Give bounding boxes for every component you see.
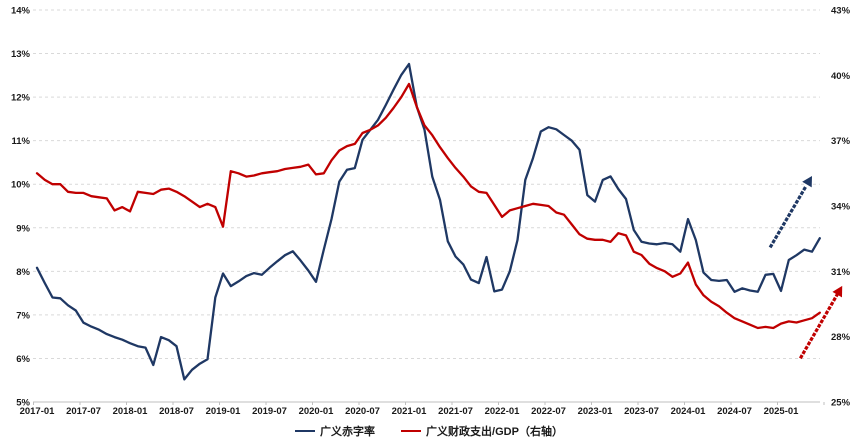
blue-line-swatch bbox=[295, 430, 316, 432]
svg-text:2021-01: 2021-01 bbox=[392, 406, 428, 417]
svg-text:6%: 6% bbox=[16, 354, 30, 365]
red-forecast-arrow bbox=[798, 285, 843, 360]
legend-item-fiscal-expenditure: 广义财政支出/GDP（右轴） bbox=[401, 423, 563, 439]
svg-text:2023-01: 2023-01 bbox=[578, 406, 614, 417]
gridlines bbox=[33, 9, 825, 405]
x-axis-labels: 2017-01 2017-07 2018-01 2018-07 2019-01 2019-… bbox=[20, 406, 800, 417]
svg-text:2018-01: 2018-01 bbox=[113, 406, 149, 417]
legend-label-deficit-rate: 广义赤字率 bbox=[320, 426, 376, 438]
svg-text:2020-01: 2020-01 bbox=[299, 406, 335, 417]
svg-text:2023-07: 2023-07 bbox=[624, 406, 659, 417]
red-line-swatch bbox=[401, 430, 422, 432]
svg-text:28%: 28% bbox=[831, 332, 851, 343]
chart-canvas: 5% 6% 7% 8% 9% 10% 11% 12% 13% 14% 25% 28% 31% 34% 37%… bbox=[11, 6, 851, 418]
svg-text:11%: 11% bbox=[12, 136, 31, 147]
chart-legend: 广义赤字率 广义财政支出/GDP（右轴） bbox=[0, 419, 858, 443]
y-axis-left-labels: 5% 6% 7% 8% 9% 10% 11% 12% 13% 14% bbox=[11, 6, 31, 409]
svg-text:10%: 10% bbox=[11, 180, 31, 191]
svg-text:2022-07: 2022-07 bbox=[531, 406, 566, 417]
svg-text:2024-07: 2024-07 bbox=[717, 406, 752, 417]
legend-item-deficit-rate: 广义赤字率 bbox=[295, 423, 375, 439]
svg-text:34%: 34% bbox=[831, 202, 851, 213]
y-axis-right-labels: 25% 28% 31% 34% 37% 40% 43% bbox=[831, 6, 851, 409]
legend-label-fiscal-expenditure: 广义财政支出/GDP（右轴） bbox=[426, 426, 563, 438]
svg-text:2022-01: 2022-01 bbox=[485, 406, 521, 417]
svg-text:2021-07: 2021-07 bbox=[438, 406, 473, 417]
deficit-rate-line bbox=[35, 62, 821, 381]
svg-text:2018-07: 2018-07 bbox=[159, 406, 194, 417]
svg-text:2017-01: 2017-01 bbox=[20, 406, 56, 417]
svg-text:31%: 31% bbox=[831, 267, 851, 278]
svg-text:2017-07: 2017-07 bbox=[66, 406, 101, 417]
svg-text:12%: 12% bbox=[11, 93, 31, 104]
svg-text:5%: 5% bbox=[16, 398, 30, 409]
svg-text:37%: 37% bbox=[831, 136, 851, 147]
svg-text:7%: 7% bbox=[16, 310, 30, 321]
blue-forecast-arrow bbox=[768, 175, 812, 249]
svg-text:9%: 9% bbox=[16, 223, 30, 234]
svg-text:43%: 43% bbox=[831, 6, 851, 17]
svg-text:2019-07: 2019-07 bbox=[252, 406, 287, 417]
svg-text:8%: 8% bbox=[16, 267, 30, 278]
svg-text:2024-01: 2024-01 bbox=[671, 406, 707, 417]
svg-text:2019-01: 2019-01 bbox=[206, 406, 242, 417]
svg-text:13%: 13% bbox=[11, 49, 31, 60]
svg-text:14%: 14% bbox=[11, 6, 31, 17]
svg-text:25%: 25% bbox=[831, 398, 851, 409]
fiscal-expenditure-line bbox=[35, 82, 821, 330]
svg-text:2020-07: 2020-07 bbox=[345, 406, 380, 417]
svg-text:2025-01: 2025-01 bbox=[764, 406, 800, 417]
svg-text:40%: 40% bbox=[831, 71, 851, 82]
